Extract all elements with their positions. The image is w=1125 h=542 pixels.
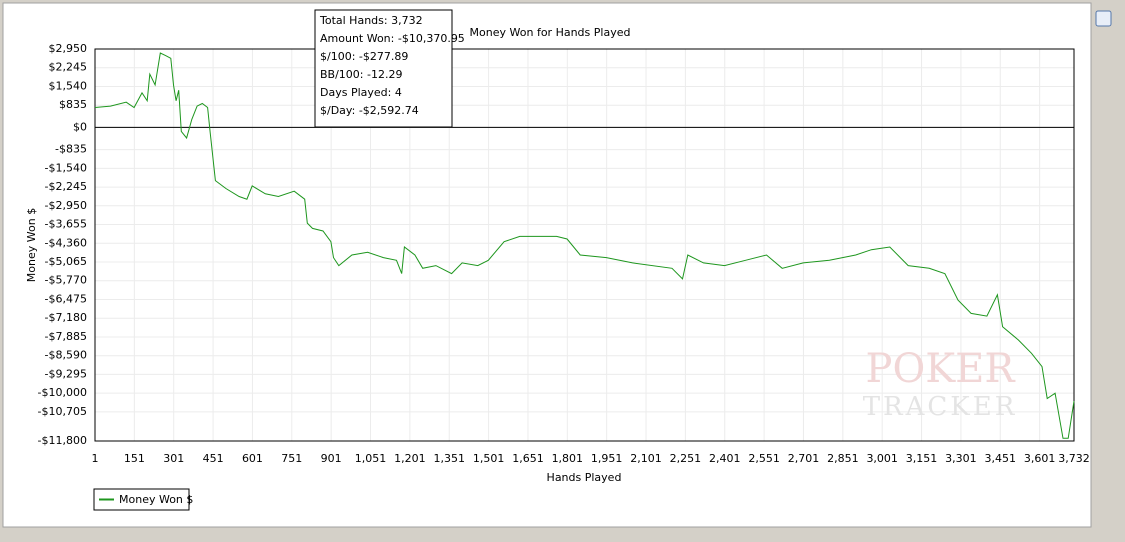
legend-box xyxy=(93,488,190,511)
x-tick-label: 2,251 xyxy=(670,452,702,465)
x-tick-label: 3,732 xyxy=(1058,452,1090,465)
x-tick-label: 2,701 xyxy=(788,452,820,465)
stats-line: Amount Won: -$10,370.95 xyxy=(320,32,465,45)
x-tick-label: 2,551 xyxy=(748,452,780,465)
y-tick-label: -$1,540 xyxy=(45,161,87,174)
y-tick-label: $2,245 xyxy=(49,61,88,74)
y-tick-label: -$8,590 xyxy=(45,349,87,362)
x-tick-label: 151 xyxy=(124,452,145,465)
x-tick-label: 1,351 xyxy=(433,452,465,465)
y-tick-label: -$5,770 xyxy=(45,274,87,287)
x-tick-label: 1,651 xyxy=(512,452,544,465)
x-tick-label: 451 xyxy=(203,452,224,465)
stats-line: Days Played: 4 xyxy=(320,86,402,99)
x-tick-label: 1,951 xyxy=(591,452,623,465)
x-tick-label: 2,401 xyxy=(709,452,741,465)
y-tick-label: -$835 xyxy=(55,143,87,156)
x-tick-label: 3,601 xyxy=(1024,452,1056,465)
x-tick-label: 1,801 xyxy=(552,452,584,465)
x-tick-label: 1,501 xyxy=(473,452,505,465)
stats-line: $/100: -$277.89 xyxy=(320,50,408,63)
y-tick-label: -$10,705 xyxy=(38,405,87,418)
x-tick-label: 1,201 xyxy=(394,452,426,465)
y-tick-label: -$11,800 xyxy=(38,434,87,447)
x-tick-label: 1 xyxy=(92,452,99,465)
plot-area xyxy=(94,48,1075,442)
x-tick-label: 2,101 xyxy=(630,452,662,465)
chart-title: Money Won for Hands Played xyxy=(470,26,631,39)
stats-box xyxy=(314,9,453,128)
zoom-icon[interactable] xyxy=(1095,10,1112,27)
plot-background xyxy=(95,49,1074,441)
stats-line: BB/100: -12.29 xyxy=(320,68,402,81)
x-axis-label: Hands Played xyxy=(547,471,622,484)
plot-border xyxy=(94,48,1075,442)
y-tick-label: -$7,180 xyxy=(45,311,87,324)
x-tick-label: 601 xyxy=(242,452,263,465)
x-tick-label: 301 xyxy=(163,452,184,465)
y-tick-label: $835 xyxy=(59,98,87,111)
y-tick-label: $0 xyxy=(73,120,87,133)
x-tick-label: 2,851 xyxy=(827,452,859,465)
x-tick-label: 751 xyxy=(281,452,302,465)
x-tick-label: 3,001 xyxy=(866,452,898,465)
y-tick-label: -$9,295 xyxy=(45,367,87,380)
y-tick-label: -$2,245 xyxy=(45,180,87,193)
data-line xyxy=(94,52,1075,439)
y-tick-label: -$3,655 xyxy=(45,218,87,231)
y-tick-label: $1,540 xyxy=(49,79,88,92)
legend-label: Money Won $ xyxy=(119,493,193,506)
y-tick-label: -$5,065 xyxy=(45,255,87,268)
x-tick-label: 3,301 xyxy=(945,452,977,465)
y-tick-label: $2,950 xyxy=(49,42,88,55)
y-tick-label: -$10,000 xyxy=(38,386,87,399)
watermark: POKER xyxy=(866,346,1017,392)
x-tick-label: 3,451 xyxy=(985,452,1017,465)
y-tick-label: -$6,475 xyxy=(45,292,87,305)
y-tick-label: -$2,950 xyxy=(45,199,87,212)
y-axis-label: Money Won $ xyxy=(25,208,38,282)
x-tick-label: 1,051 xyxy=(355,452,387,465)
x-tick-label: 3,151 xyxy=(906,452,938,465)
x-tick-label: 901 xyxy=(321,452,342,465)
y-tick-label: -$7,885 xyxy=(45,330,87,343)
stats-line: $/Day: -$2,592.74 xyxy=(320,104,419,117)
y-tick-label: -$4,360 xyxy=(45,236,87,249)
watermark: TRACKER xyxy=(863,392,1018,422)
stats-line: Total Hands: 3,732 xyxy=(319,14,423,27)
